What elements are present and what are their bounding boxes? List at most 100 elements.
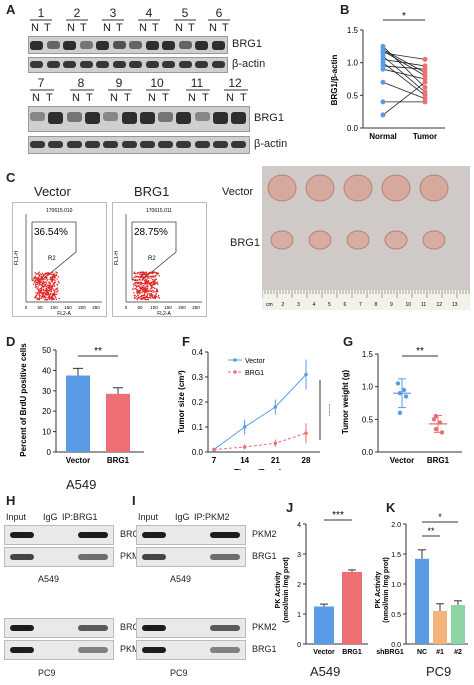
event-dot (135, 286, 138, 288)
lane-number: 8 (77, 76, 85, 90)
lane-t-label: T (222, 22, 229, 34)
event-dot (41, 272, 44, 275)
event-dot (141, 295, 143, 297)
event-dot (35, 292, 37, 294)
y-tick-label: 0.5 (362, 415, 374, 424)
panel-g-chart: 0.0 0.5 1.0 1.5 Tumor weight (g) Vector BRG1 ** (341, 346, 462, 465)
file-id: 170615.011 (146, 208, 172, 214)
blot-strip (136, 618, 246, 638)
event-dot (140, 288, 143, 290)
band (142, 532, 166, 538)
event-dot (40, 292, 42, 294)
band (195, 41, 208, 50)
event-dot (45, 287, 48, 289)
x-tick-label: 250 (192, 305, 200, 310)
y-axis-label: Percent of BrdU positive cells (19, 343, 28, 457)
event-dot (40, 291, 42, 293)
x-tick-label: NC (417, 649, 427, 656)
y-tick-label: 0.0 (347, 124, 359, 133)
event-dot (44, 278, 46, 281)
lane-number: 3 (109, 6, 117, 20)
y-tick-label: 50 (42, 346, 51, 355)
blot-label: BRG1 (252, 551, 277, 561)
tumor-vector (343, 174, 373, 202)
event-dot (139, 275, 141, 278)
event-dot (136, 279, 138, 281)
event-dot (153, 279, 156, 281)
event-dot (38, 271, 41, 273)
x-tick-label: 0 (25, 305, 28, 310)
blot-actin-top (28, 57, 228, 73)
flow-title: Vector (34, 184, 71, 199)
y-axis-label: PK Activity (375, 572, 382, 609)
y-tick-label: 2.0 (391, 522, 401, 529)
normal-point (380, 79, 386, 85)
event-dot (51, 279, 54, 281)
y-axis-label: Tumor size (cm³) (177, 370, 186, 434)
event-dot (47, 278, 49, 281)
event-dot (53, 291, 56, 293)
event-dot (50, 286, 52, 289)
cell-line-label: A549 (38, 574, 60, 584)
lane-n-label: N (148, 92, 156, 104)
event-dot (36, 297, 38, 299)
lane-n-label: N (188, 92, 196, 104)
event-dot (47, 289, 50, 291)
y-tick-label: 20 (42, 407, 51, 416)
event-dot (146, 275, 148, 278)
lane-number: 10 (150, 76, 164, 90)
event-dot (145, 285, 148, 287)
event-dot (55, 298, 58, 301)
band (79, 41, 93, 49)
plot-frame (112, 202, 207, 317)
lane-t-label: T (188, 22, 195, 34)
blot-brg1-top (28, 36, 228, 54)
x-tick-label: Tumor (413, 132, 437, 141)
event-dot (138, 290, 140, 292)
event-dot (40, 273, 42, 276)
lane-number: 12 (228, 76, 242, 90)
x-tick-label: 28 (302, 456, 311, 465)
y-tick-label: 1 (297, 612, 301, 619)
tumor-point (422, 79, 428, 85)
event-dot (45, 294, 47, 296)
event-dot (49, 293, 52, 295)
event-dot (46, 288, 48, 291)
event-dot (48, 292, 50, 295)
lane-t-label: T (152, 22, 159, 34)
lane-t-label: T (44, 22, 51, 34)
event-dot (140, 283, 143, 285)
event-dot (37, 273, 39, 275)
event-dot (147, 298, 149, 300)
blot-strip (4, 640, 114, 660)
panel-k-chart: 0.0 0.5 1.0 1.5 2.0 PK Activity (nmol/min /mg … (375, 512, 468, 656)
band (78, 647, 108, 653)
blot-strip (4, 547, 114, 567)
data-point (273, 441, 278, 446)
series-line (213, 432, 307, 450)
event-dot (150, 282, 152, 284)
event-dot (141, 286, 144, 289)
event-dot (43, 295, 46, 298)
event-dot (56, 271, 58, 274)
event-dot (42, 286, 44, 288)
event-dot (156, 288, 158, 290)
tumor-point (422, 84, 428, 90)
band (10, 554, 34, 560)
event-dot (44, 275, 47, 278)
event-dot (134, 284, 137, 287)
tumor-vector (381, 174, 411, 202)
y-tick-label: 0.0 (391, 642, 401, 649)
event-dot (141, 279, 144, 281)
band (96, 61, 109, 68)
band (176, 112, 192, 125)
plot-frame (12, 202, 107, 317)
event-dot (48, 295, 50, 297)
bar (106, 393, 130, 452)
x-tick-label: Vector (390, 456, 414, 465)
bar (433, 611, 447, 644)
event-dot (148, 272, 150, 274)
event-dot (150, 286, 153, 288)
event-dot (144, 296, 146, 298)
panel-label-h: H (6, 493, 16, 508)
